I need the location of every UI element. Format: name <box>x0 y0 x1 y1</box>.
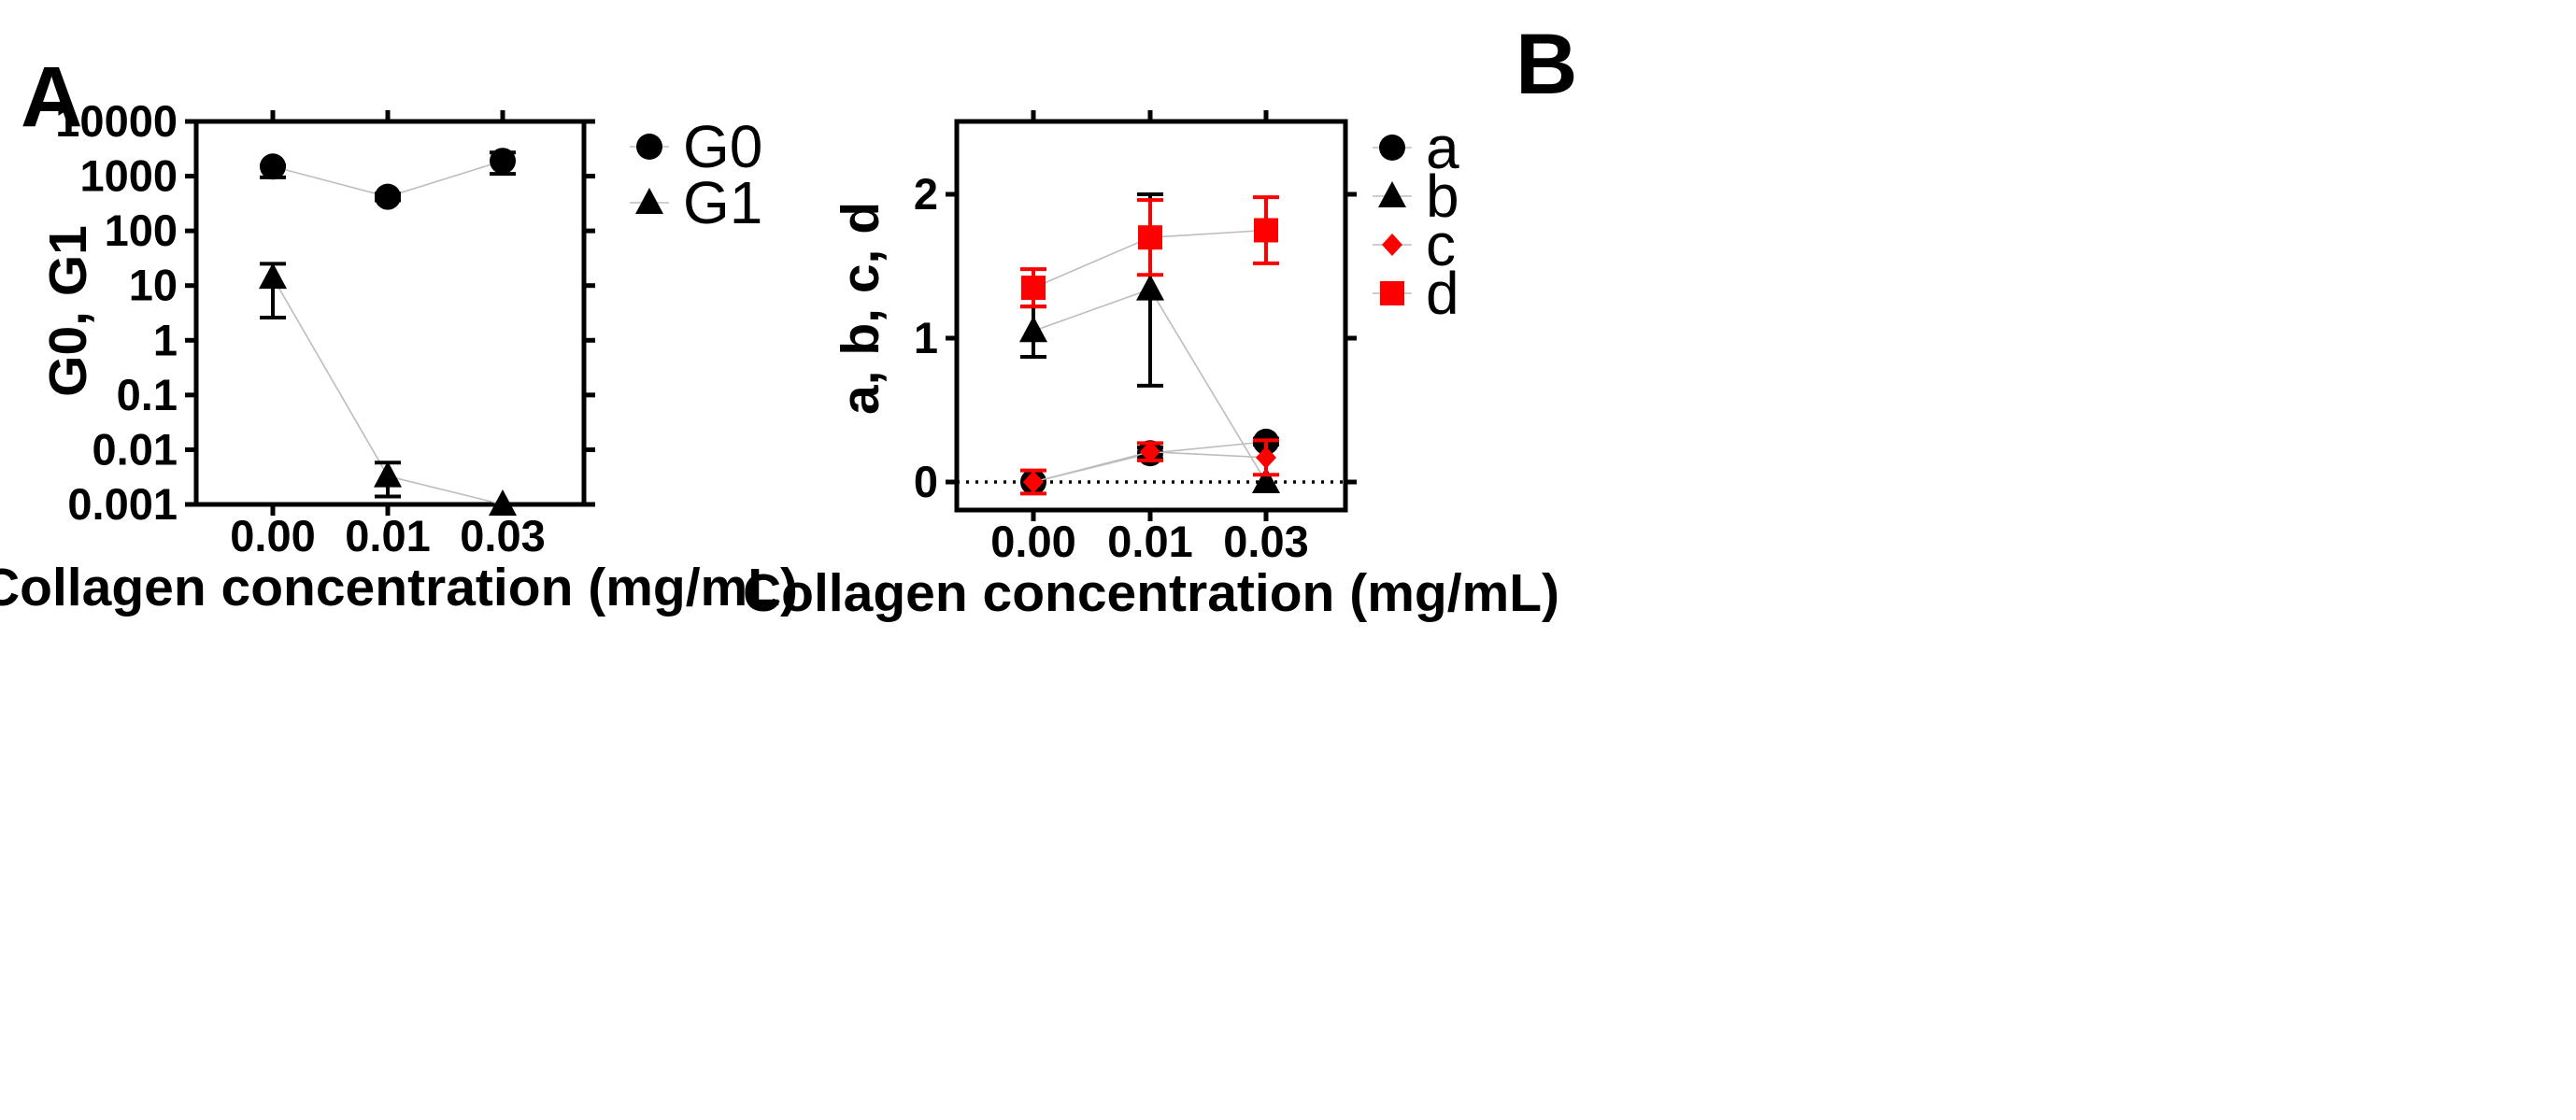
panel-b-y-tick-label: 0 <box>914 457 938 506</box>
panel-b-y-axis-title: a, b, c, d <box>831 202 890 415</box>
panel-b-x-tick-label: 0.01 <box>1107 517 1192 566</box>
panel-b-series-d-point <box>1254 218 1278 243</box>
panel-a-series-G1-point <box>259 262 287 290</box>
panel-a-series-G1-point <box>374 461 402 488</box>
panel-a-y-tick-label: 0.001 <box>67 479 178 529</box>
panel-a-y-tick-label: 10000 <box>55 96 178 146</box>
panel-a-series-G0-point <box>260 153 286 180</box>
panel-a-series-G0-point <box>375 183 401 210</box>
panel-a-series-G0-point <box>490 148 516 175</box>
panel-b-legend-label-d: d <box>1426 260 1459 327</box>
panel-a-y-tick-label: 0.01 <box>93 424 178 474</box>
panel-b-letter: B <box>1516 17 1577 112</box>
panel-b-series-d-point <box>1021 276 1046 301</box>
panel-a-legend-label-G1: G1 <box>683 169 762 236</box>
panel-b-x-axis-title: Collagen concentration (mg/mL) <box>743 563 1559 623</box>
panel-b-y-tick-label: 1 <box>914 313 938 362</box>
panel-a-legend-marker-G0 <box>636 134 662 160</box>
panel-b-chart: 0 1 2 0.00 0.01 0.03 a, b, c, d Collagen concen… <box>743 110 1559 623</box>
panel-a-plot-frame <box>193 119 587 507</box>
panel-b-series-b-point <box>1136 274 1164 301</box>
panel-b-x-tick-label: 0.00 <box>990 517 1075 566</box>
panel-b-legend-marker-d <box>1380 281 1404 305</box>
panel-a-y-tick-label: 1000 <box>79 151 178 201</box>
panel-a-series-G1-point <box>489 489 517 516</box>
panel-b-legend-label-a: a <box>1426 114 1459 181</box>
panel-b-series-b-point <box>1019 316 1047 343</box>
panel-b-legend-marker-c <box>1382 234 1402 256</box>
panel-b-series-c-point <box>1256 446 1276 469</box>
panel-b-series-c-point <box>1140 440 1160 463</box>
panel-a-y-axis-title: G0, G1 <box>38 225 98 397</box>
panel-a-x-tick-label: 0.03 <box>460 511 545 560</box>
panel-a-y-tick-label: 10 <box>129 261 178 310</box>
panel-b-legend-label-b: b <box>1426 163 1459 230</box>
panel-a-x-axis-title: Collagen concentration (mg/mL) <box>0 558 798 617</box>
panel-b-series-b-point <box>1252 467 1280 493</box>
panel-a-legend-marker-G1 <box>635 188 663 214</box>
panel-a-y-tick-label: 100 <box>105 206 178 255</box>
panel-b-legend-marker-a <box>1379 135 1405 161</box>
panel-a-y-tick-label: 0.1 <box>117 370 178 419</box>
panel-b-series-c-point <box>1023 471 1044 493</box>
panel-a-x-tick-label: 0.01 <box>345 511 430 560</box>
panel-a-legend-label-G0: G0 <box>683 113 762 180</box>
panel-b-legend-marker-b <box>1378 181 1406 207</box>
panel-a-x-tick-label: 0.00 <box>230 511 315 560</box>
panel-b-legend-label-c: c <box>1426 211 1456 278</box>
panel-a-y-tick-label: 1 <box>153 315 178 364</box>
panel-b-series-d-point <box>1138 225 1162 250</box>
panel-b-y-tick-label: 2 <box>914 169 938 219</box>
panel-a-letter: A <box>21 50 82 145</box>
panel-b-x-tick-label: 0.03 <box>1223 517 1308 566</box>
